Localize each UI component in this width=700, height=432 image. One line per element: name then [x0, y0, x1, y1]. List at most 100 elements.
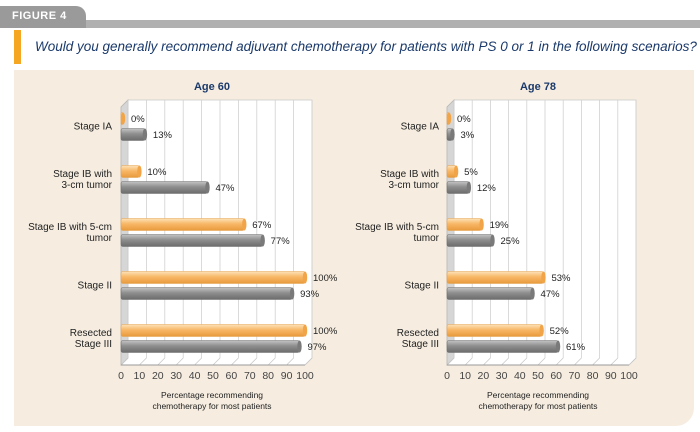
top-rule [0, 20, 700, 28]
bar-value-label: 53% [551, 273, 571, 284]
bar-end-cap [302, 324, 308, 337]
bar-orange [446, 218, 482, 231]
bar-end-cap [530, 287, 535, 300]
bar-gray [120, 287, 293, 300]
gridline-floor [628, 357, 637, 366]
x-tick-label: 0 [118, 370, 124, 382]
bar-value-label: 52% [550, 326, 570, 337]
category-label: Resected [70, 328, 112, 339]
x-tick-label: 100 [296, 370, 314, 382]
chart-2: Age 78 0 10 20 30 40 50 60 70 80 90 100 Percentage r… [355, 81, 638, 411]
bar-end-cap [490, 234, 495, 247]
bar-end-cap [555, 340, 561, 353]
gridline-floor [574, 357, 582, 366]
gridline-floor [537, 357, 546, 366]
x-tick-label: 100 [620, 370, 638, 382]
figure-label: FIGURE 4 [12, 10, 67, 22]
chart-title: Age 78 [520, 81, 556, 93]
bar-end-cap [539, 324, 544, 337]
gridline-floor [175, 357, 184, 366]
gridline-floor [120, 357, 129, 366]
chart-title: Age 60 [194, 81, 230, 93]
x-tick-label: 10 [459, 370, 471, 382]
category-label: Stage III [402, 339, 439, 350]
bar-gray [446, 234, 493, 247]
gridline-floor [483, 357, 491, 366]
x-tick-label: 80 [262, 370, 274, 382]
x-axis-label: chemotherapy for most patients [478, 401, 597, 411]
bar-value-label: 25% [501, 236, 521, 247]
bar-end-cap [446, 112, 452, 125]
bar-value-label: 47% [541, 289, 561, 300]
bar-gray [120, 234, 263, 247]
category-label: Stage IA [401, 122, 440, 133]
x-tick-label: 90 [605, 370, 617, 382]
gridline-floor [519, 357, 528, 366]
bar-gray [446, 287, 533, 300]
x-tick-label: 90 [281, 370, 293, 382]
bar-value-label: 10% [147, 167, 167, 178]
bar-end-cap [260, 234, 265, 247]
bar-value-label: 13% [153, 130, 173, 141]
category-label: tumor [413, 233, 439, 244]
category-label: Stage II [405, 281, 439, 292]
x-tick-label: 60 [550, 370, 562, 382]
bar-value-label: 93% [300, 289, 320, 300]
gridline-floor [194, 357, 202, 366]
x-tick-label: 10 [134, 370, 146, 382]
gridline-floor [501, 357, 509, 366]
x-tick-label: 30 [496, 370, 508, 382]
gridline-floor [231, 357, 239, 366]
x-tick-label: 20 [152, 370, 164, 382]
category-label: 3-cm tumor [388, 180, 439, 191]
bar-end-cap [453, 165, 459, 178]
gridline-floor [212, 357, 221, 366]
bar-end-cap [289, 287, 295, 300]
bar-end-cap [137, 165, 142, 178]
bar-end-cap [242, 218, 247, 231]
x-axis-label: chemotherapy for most patients [152, 401, 271, 411]
gridline-floor [286, 357, 294, 366]
gridline-floor [157, 357, 166, 366]
x-tick-label: 70 [244, 370, 256, 382]
bar-value-label: 77% [271, 236, 291, 247]
bar-orange [120, 218, 245, 231]
bar-value-label: 47% [215, 183, 235, 194]
bar-end-cap [297, 340, 302, 353]
bar-end-cap [479, 218, 484, 231]
gridline-floor [304, 357, 313, 366]
gridline-floor [446, 357, 455, 366]
bar-end-cap [466, 181, 472, 194]
bar-value-label: 12% [477, 183, 497, 194]
category-label: Stage II [78, 281, 112, 292]
bar-orange [446, 324, 542, 337]
bar-value-label: 100% [313, 273, 338, 284]
x-tick-label: 0 [444, 370, 450, 382]
bar-end-cap [302, 271, 308, 284]
category-label: Stage IB with [380, 169, 439, 180]
bar-gray [120, 181, 208, 194]
bar-value-label: 3% [460, 130, 474, 141]
bar-value-label: 19% [490, 220, 510, 231]
bar-orange [120, 324, 306, 337]
bar-end-cap [205, 181, 210, 194]
bar-value-label: 5% [464, 167, 478, 178]
bar-gray [120, 340, 300, 353]
gridline-floor [555, 357, 564, 366]
x-axis-label: Percentage recommending [161, 390, 263, 400]
x-tick-label: 80 [587, 370, 599, 382]
category-label: Stage IB with [53, 169, 112, 180]
bar-value-label: 67% [252, 220, 272, 231]
category-label: Resected [397, 328, 439, 339]
category-label: Stage IB with 5-cm [28, 222, 112, 233]
bar-gray [120, 128, 146, 141]
x-tick-label: 70 [569, 370, 581, 382]
x-tick-label: 40 [189, 370, 201, 382]
bar-end-cap [541, 271, 546, 284]
bar-value-label: 97% [307, 342, 327, 353]
bar-value-label: 0% [457, 114, 471, 125]
gridline-floor [464, 357, 473, 366]
gridline-floor [139, 357, 147, 366]
